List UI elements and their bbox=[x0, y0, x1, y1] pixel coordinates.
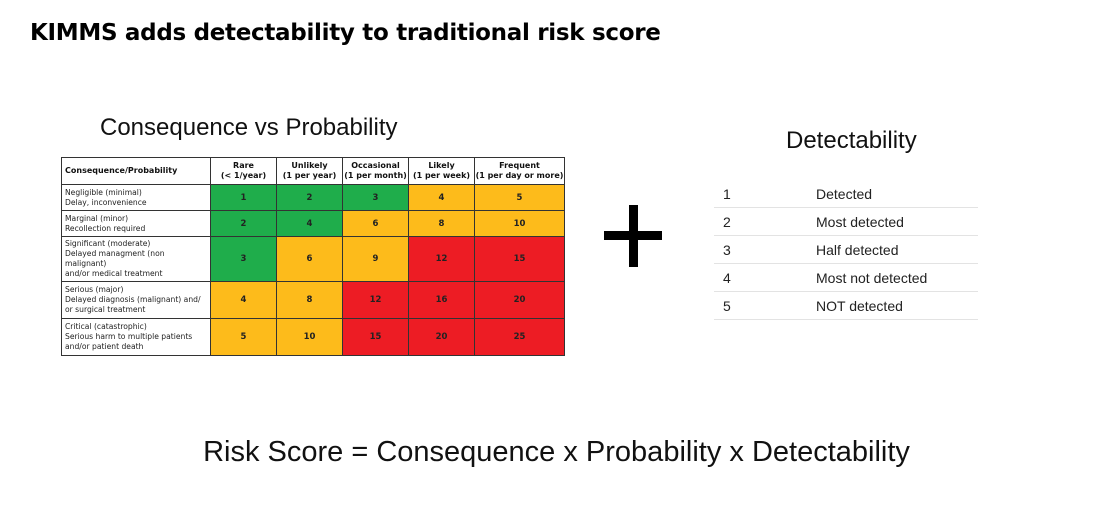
column-name: Rare bbox=[233, 161, 254, 170]
matrix-row-significant: Significant (moderate) Delayed managment … bbox=[61, 236, 565, 282]
risk-cell: 5 bbox=[474, 184, 565, 211]
risk-cell: 4 bbox=[276, 210, 343, 237]
detectability-number: 1 bbox=[723, 186, 731, 202]
risk-cell: 6 bbox=[276, 236, 343, 282]
risk-cell: 10 bbox=[474, 210, 565, 237]
row-label: Significant (moderate) Delayed managment … bbox=[61, 236, 211, 282]
detectability-label: Most not detected bbox=[816, 270, 928, 286]
risk-cell: 8 bbox=[408, 210, 475, 237]
row-label: Negligible (minimal) Delay, inconvenience bbox=[61, 184, 211, 211]
risk-cell: 25 bbox=[474, 318, 565, 356]
risk-matrix-table: Consequence/Probability Rare (< 1/year) U… bbox=[61, 157, 565, 356]
detectability-label: NOT detected bbox=[816, 298, 903, 314]
detectability-item: 1 Detected bbox=[714, 180, 978, 208]
detectability-item: 3 Half detected bbox=[714, 236, 978, 264]
row-label-line: Marginal (minor) bbox=[65, 213, 129, 223]
risk-cell: 12 bbox=[342, 281, 409, 319]
row-label-line: and/or medical treatment bbox=[65, 269, 163, 278]
risk-cell: 20 bbox=[408, 318, 475, 356]
column-name: Likely bbox=[428, 161, 455, 170]
detectability-item: 4 Most not detected bbox=[714, 264, 978, 292]
row-label-line: Negligible (minimal) bbox=[65, 187, 142, 197]
row-label: Critical (catastrophic) Serious harm to m… bbox=[61, 318, 211, 356]
detectability-title: Detectability bbox=[786, 127, 917, 154]
risk-cell: 3 bbox=[210, 236, 277, 282]
risk-cell: 2 bbox=[276, 184, 343, 211]
row-label-line: Serious harm to multiple patients bbox=[65, 332, 193, 341]
matrix-column-header: Likely (1 per week) bbox=[408, 157, 475, 185]
risk-cell: 2 bbox=[210, 210, 277, 237]
row-label: Serious (major) Delayed diagnosis (malign… bbox=[61, 281, 211, 319]
row-label-line: or surgical treatment bbox=[65, 305, 146, 314]
detectability-list: 1 Detected 2 Most detected 3 Half detect… bbox=[714, 180, 978, 320]
risk-score-formula: Risk Score = Consequence x Probability x… bbox=[203, 436, 910, 468]
matrix-column-header: Rare (< 1/year) bbox=[210, 157, 277, 185]
column-frequency: (1 per week) bbox=[412, 171, 471, 180]
detectability-number: 2 bbox=[723, 214, 731, 230]
risk-cell: 1 bbox=[210, 184, 277, 211]
row-label-line: Recollection required bbox=[65, 223, 146, 233]
column-frequency: (1 per day or more) bbox=[475, 171, 564, 180]
matrix-column-header: Unlikely (1 per year) bbox=[276, 157, 343, 185]
risk-cell: 4 bbox=[210, 281, 277, 319]
detectability-number: 4 bbox=[723, 270, 731, 286]
matrix-column-header: Occasional (1 per month) bbox=[342, 157, 409, 185]
column-frequency: (1 per month) bbox=[344, 171, 407, 180]
row-label-line: Delayed managment (non malignant) bbox=[65, 249, 165, 268]
detectability-item: 5 NOT detected bbox=[714, 292, 978, 320]
matrix-title: Consequence vs Probability bbox=[100, 114, 398, 141]
risk-cell: 3 bbox=[342, 184, 409, 211]
slide-title: KIMMS adds detectability to traditional … bbox=[30, 20, 661, 46]
detectability-item: 2 Most detected bbox=[714, 208, 978, 236]
risk-cell: 6 bbox=[342, 210, 409, 237]
plus-bar-vertical bbox=[628, 205, 638, 267]
matrix-column-header: Frequent (1 per day or more) bbox=[474, 157, 565, 185]
risk-cell: 15 bbox=[342, 318, 409, 356]
matrix-corner-header: Consequence/Probability bbox=[61, 157, 211, 185]
row-label-line: and/or patient death bbox=[65, 342, 144, 351]
row-label-line: Delay, inconvenience bbox=[65, 197, 147, 207]
row-label-line: Critical (catastrophic) bbox=[65, 322, 147, 331]
detectability-label: Detected bbox=[816, 186, 873, 202]
risk-cell: 4 bbox=[408, 184, 475, 211]
column-name: Unlikely bbox=[291, 161, 328, 170]
column-name: Occasional bbox=[351, 161, 400, 170]
risk-cell: 15 bbox=[474, 236, 565, 282]
plus-icon bbox=[604, 205, 662, 267]
risk-cell: 20 bbox=[474, 281, 565, 319]
matrix-row-marginal: Marginal (minor) Recollection required 2 … bbox=[61, 210, 565, 237]
matrix-row-serious: Serious (major) Delayed diagnosis (malign… bbox=[61, 281, 565, 319]
risk-cell: 9 bbox=[342, 236, 409, 282]
matrix-row-critical: Critical (catastrophic) Serious harm to m… bbox=[61, 318, 565, 356]
risk-cell: 8 bbox=[276, 281, 343, 319]
detectability-label: Half detected bbox=[816, 242, 899, 258]
risk-cell: 16 bbox=[408, 281, 475, 319]
row-label-line: Delayed diagnosis (malignant) and/ bbox=[65, 295, 201, 304]
matrix-header-row: Consequence/Probability Rare (< 1/year) U… bbox=[61, 157, 565, 185]
matrix-row-negligible: Negligible (minimal) Delay, inconvenience… bbox=[61, 184, 565, 211]
risk-cell: 5 bbox=[210, 318, 277, 356]
detectability-number: 5 bbox=[723, 298, 731, 314]
column-frequency: (1 per year) bbox=[282, 171, 337, 180]
row-label: Marginal (minor) Recollection required bbox=[61, 210, 211, 237]
column-frequency: (< 1/year) bbox=[220, 171, 267, 180]
detectability-number: 3 bbox=[723, 242, 731, 258]
row-label-line: Significant (moderate) bbox=[65, 239, 151, 248]
row-label-line: Serious (major) bbox=[65, 285, 124, 294]
risk-cell: 10 bbox=[276, 318, 343, 356]
column-name: Frequent bbox=[499, 161, 540, 170]
risk-cell: 12 bbox=[408, 236, 475, 282]
detectability-label: Most detected bbox=[816, 214, 904, 230]
